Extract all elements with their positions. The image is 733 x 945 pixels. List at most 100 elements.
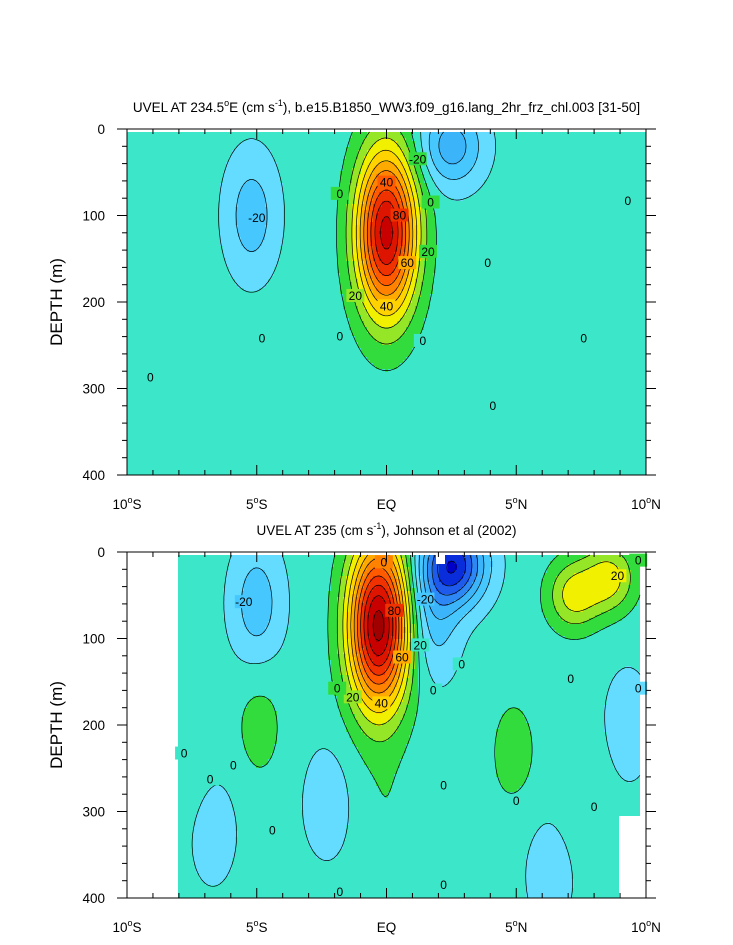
contour-cell [127,435,647,439]
contour-cell [346,657,350,661]
contour-cell [343,675,350,679]
contour-cell [361,144,374,148]
contour-cell [349,657,356,661]
contour-cell [550,822,620,826]
contour-cell [418,339,647,343]
contour-cell [370,237,377,241]
contour-label: 20 [346,690,360,704]
contour-cell [358,702,365,706]
contour-cell [346,219,353,223]
contour-cell [280,252,338,256]
contour-cell [436,243,647,247]
contour-cell [358,258,362,262]
contour-cell [370,255,374,259]
contour-cell [391,660,395,664]
contour-cell [403,222,407,226]
contour-cell [505,570,548,574]
contour-cell [178,873,200,877]
contour-cell [496,753,533,757]
contour-cell [391,642,395,646]
contour-cell [382,663,392,667]
contour-cell [364,321,377,325]
contour-cell [271,657,329,661]
contour-cell [427,165,437,169]
contour-cell [412,615,419,619]
contour-cell [439,567,449,571]
contour-cell [418,693,608,697]
contour-cell [397,711,407,715]
contour-cell [412,567,416,571]
contour-cell [349,273,356,277]
contour-cell [409,252,413,256]
contour-cell [244,738,278,742]
contour-cell [640,576,647,580]
contour-cell [127,180,224,184]
contour-cell [358,678,365,682]
contour-cell [430,144,440,148]
contour-cell [223,879,527,883]
contour-cell [229,267,275,271]
contour-cell [466,645,641,649]
contour-cell [367,282,374,286]
contour-cell [619,603,638,607]
contour-cell [541,597,554,601]
contour-label: 0 [567,672,574,686]
contour-cell [178,831,194,835]
contour-cell [571,867,620,871]
contour-cell [226,576,248,580]
contour-cell [550,561,575,565]
contour-cell [370,210,374,214]
contour-cell [418,708,509,712]
contour-cell [358,150,368,154]
contour-cell [526,879,575,883]
contour-cell [418,660,428,664]
contour-cell [127,462,647,466]
contour-cell [421,213,428,217]
contour-cell [553,588,563,592]
contour-cell [349,642,353,646]
contour-cell [178,804,200,808]
contour-cell [496,756,533,760]
contour-cell [127,453,647,457]
contour-cell [127,714,179,718]
contour-cell [178,864,197,868]
contour-cell [271,702,338,706]
contour-cell [127,861,179,865]
contour-cell [496,762,533,766]
contour-cell [415,555,419,559]
contour-cell [127,813,179,817]
contour-cell [640,642,647,646]
contour-cell [604,729,641,733]
contour-cell [331,579,341,583]
contour-cell [403,615,407,619]
contour-cell [289,612,329,616]
contour-cell [640,591,647,595]
contour-cell [406,243,410,247]
contour-cell [529,771,620,775]
contour-cell [607,597,626,601]
contour-cell [400,672,404,676]
contour-cell [412,687,419,691]
contour-cell [178,879,203,883]
contour-cell [127,438,647,442]
contour-cell [268,279,341,283]
contour-cell [421,627,431,631]
contour-cell [373,213,377,217]
contour-cell [541,588,554,592]
contour-label-bg [330,186,349,200]
contour-cell [640,618,647,622]
contour-cell [526,858,572,862]
contour-cell [424,648,464,652]
contour-cell [403,681,407,685]
contour-cell [355,195,359,199]
contour-cell [220,882,527,886]
contour-cell [127,168,227,172]
contour-cell [640,660,647,664]
contour-cell [532,744,608,748]
contour-cell [196,870,230,874]
contour-cell [391,180,401,184]
contour-cell [244,741,278,745]
contour-cell [367,357,407,361]
contour-cell [613,594,626,598]
contour-cell [127,306,344,310]
